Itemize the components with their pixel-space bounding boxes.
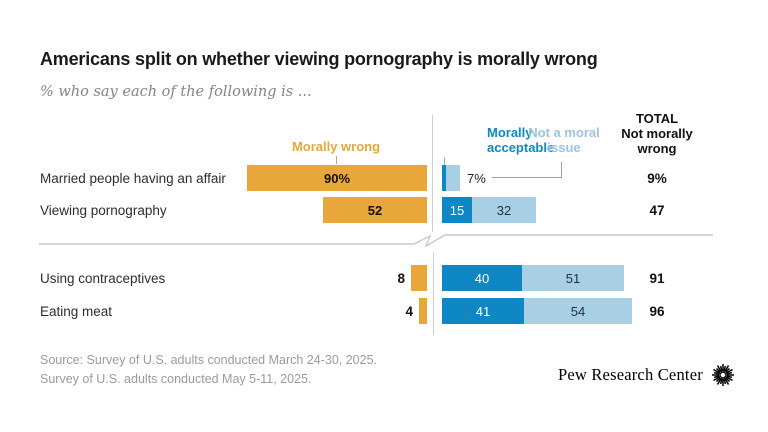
chart-row: Eating meat 4 41 54 96 bbox=[0, 298, 768, 324]
total-value: 96 bbox=[649, 303, 665, 319]
morally-acceptable-bar: 40 bbox=[442, 265, 522, 291]
legend-wrong-tick bbox=[336, 156, 337, 164]
morally-wrong-bar bbox=[411, 265, 427, 291]
morally-acceptable-bar bbox=[442, 165, 446, 191]
morally-wrong-outside-value: 4 bbox=[405, 303, 413, 319]
morally-wrong-outside-value: 8 bbox=[397, 270, 405, 286]
not-moral-issue-bar: 51 bbox=[522, 265, 624, 291]
legend-total-line2: Not morally wrong bbox=[621, 126, 693, 156]
brand-lockup: Pew Research Center bbox=[558, 362, 736, 388]
not-moral-issue-value: 51 bbox=[565, 270, 581, 286]
chart-row: Viewing pornography 52 15 32 47 bbox=[0, 197, 768, 223]
not-moral-issue-callout: 7% bbox=[467, 170, 486, 186]
total-value: 47 bbox=[649, 202, 665, 218]
morally-wrong-value: 90% bbox=[323, 170, 351, 186]
category-label: Eating meat bbox=[40, 303, 113, 319]
morally-acceptable-value: 40 bbox=[474, 270, 490, 286]
source-line1: Source: Survey of U.S. adults conducted … bbox=[40, 353, 377, 367]
not-moral-issue-value: 54 bbox=[570, 303, 586, 319]
category-label: Viewing pornography bbox=[40, 202, 167, 218]
legend-acceptable-tick bbox=[444, 157, 445, 165]
legend-morally-wrong: Morally wrong bbox=[291, 139, 381, 154]
morally-wrong-bar bbox=[419, 298, 427, 324]
category-label: Married people having an affair bbox=[40, 170, 226, 186]
axis-divider-lower bbox=[433, 252, 434, 335]
legend-total-header: TOTAL Not morally wrong bbox=[612, 111, 702, 156]
callout-connector-vertical bbox=[561, 162, 562, 178]
source-note: Source: Survey of U.S. adults conducted … bbox=[40, 351, 500, 388]
not-moral-issue-value: 32 bbox=[496, 202, 512, 218]
source-line2: Survey of U.S. adults conducted May 5-11… bbox=[40, 371, 312, 386]
morally-wrong-value: 52 bbox=[367, 202, 383, 218]
total-value: 91 bbox=[649, 270, 665, 286]
not-moral-issue-bar: 54 bbox=[524, 298, 632, 324]
morally-wrong-bar: 52 bbox=[323, 197, 427, 223]
page-title: Americans split on whether viewing porno… bbox=[40, 49, 598, 69]
legend-total-line1: TOTAL bbox=[635, 111, 679, 126]
callout-connector-horizontal bbox=[492, 177, 562, 178]
brand-wordmark: Pew Research Center bbox=[558, 365, 703, 384]
not-moral-issue-bar bbox=[446, 165, 460, 191]
axis-divider-upper bbox=[432, 115, 433, 232]
morally-wrong-bar: 90% bbox=[247, 165, 427, 191]
total-value: 9% bbox=[647, 170, 667, 186]
legend-morally-acceptable: Morally acceptable bbox=[487, 125, 555, 155]
group-break-line bbox=[39, 234, 713, 248]
not-moral-issue-value bbox=[446, 165, 460, 191]
morally-acceptable-value: 15 bbox=[449, 202, 465, 218]
legend-not-a-moral-issue: Not a moral issue bbox=[528, 125, 600, 155]
chart-row: Using contraceptives 8 40 51 91 bbox=[0, 265, 768, 291]
not-moral-issue-bar: 32 bbox=[472, 197, 536, 223]
morally-acceptable-bar: 15 bbox=[442, 197, 472, 223]
morally-acceptable-bar: 41 bbox=[442, 298, 524, 324]
category-label: Using contraceptives bbox=[40, 270, 166, 286]
pew-sunburst-icon bbox=[711, 364, 734, 386]
morally-acceptable-value: 41 bbox=[475, 303, 491, 319]
chart-subtitle: % who say each of the following is ... bbox=[40, 84, 312, 100]
chart-row: Married people having an affair 90% 7% 9… bbox=[0, 165, 768, 191]
